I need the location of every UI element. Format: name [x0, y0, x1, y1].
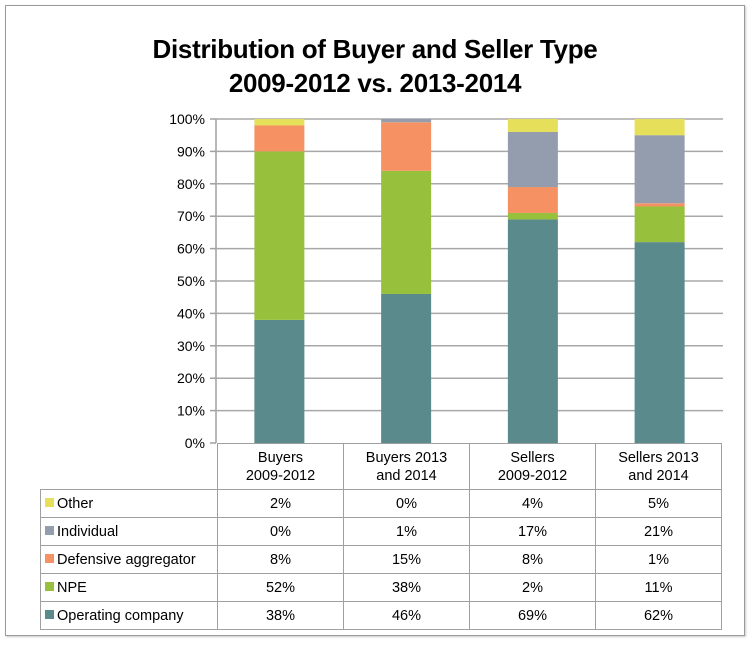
category-label-line2: and 2014: [628, 467, 689, 484]
legend-swatch-icon: [45, 525, 54, 535]
category-label-line1: Buyers: [257, 449, 304, 466]
data-table: Buyers 2009-2012 Buyers 2013 and 2014 Sell…: [40, 443, 722, 630]
category-label-line1: Sellers: [510, 449, 555, 466]
data-label: 5%: [595, 489, 722, 518]
legend-entry: Operating company: [40, 601, 218, 630]
y-tick-label: 20%: [177, 370, 205, 386]
bar-segment-npe: [254, 151, 305, 320]
legend-label: Operating company: [57, 607, 184, 624]
data-label: 15%: [343, 545, 470, 574]
data-label: 38%: [217, 601, 344, 630]
table-corner: [40, 443, 218, 490]
table-row: Other 2% 0% 4% 5%: [40, 489, 722, 518]
y-tick-label: 100%: [169, 111, 205, 127]
legend-label: Defensive aggregator: [57, 551, 196, 568]
bar-segment-operating-company: [254, 319, 305, 443]
y-tick-label: 70%: [177, 208, 205, 224]
category-label-line1: Buyers 2013: [365, 449, 448, 466]
chart-subtitle: 2009-2012 vs. 2013-2014: [228, 68, 522, 98]
data-label: 0%: [343, 489, 470, 518]
data-label: 1%: [343, 517, 470, 546]
data-label: 8%: [469, 545, 596, 574]
table-header-row: Buyers 2009-2012 Buyers 2013 and 2014 Sell…: [40, 443, 722, 490]
data-label: 17%: [469, 517, 596, 546]
category-header: Sellers 2009-2012: [469, 443, 596, 490]
bar-segment-npe: [381, 170, 432, 294]
legend-swatch-icon: [45, 553, 54, 563]
y-tick-label: 90%: [177, 143, 205, 159]
bar-segment-other: [634, 119, 685, 136]
y-tick-label: 50%: [177, 273, 205, 289]
bar-segment-npe: [634, 206, 685, 243]
y-tick-label: 60%: [177, 241, 205, 257]
category-label-line2: 2009-2012: [497, 467, 568, 484]
data-label: 69%: [469, 601, 596, 630]
chart-title: Distribution of Buyer and Seller Type: [152, 34, 598, 64]
table-row: Defensive aggregator 8% 15% 8% 1%: [40, 545, 722, 574]
bar-segment-operating-company: [507, 219, 558, 443]
category-label-line2: 2009-2012: [245, 467, 316, 484]
y-tick-label: 10%: [177, 403, 205, 419]
legend-swatch-icon: [45, 581, 54, 591]
bar-segment-operating-company: [381, 293, 432, 443]
data-label: 11%: [595, 573, 722, 602]
legend-entry: NPE: [40, 573, 218, 602]
category-header: Buyers 2013 and 2014: [343, 443, 470, 490]
data-label: 21%: [595, 517, 722, 546]
bar-segment-individual: [634, 135, 685, 204]
bar-segment-other: [507, 119, 558, 132]
bar-segment-individual: [381, 119, 432, 123]
legend-entry: Defensive aggregator: [40, 545, 218, 574]
data-label: 8%: [217, 545, 344, 574]
table-row: Operating company 38% 46% 69% 62%: [40, 601, 722, 630]
y-tick-label: 80%: [177, 176, 205, 192]
bar-segment-other: [254, 119, 305, 126]
category-header: Sellers 2013 and 2014: [595, 443, 722, 490]
legend-label: Individual: [57, 523, 119, 540]
category-label-line2: and 2014: [376, 467, 437, 484]
data-label: 52%: [217, 573, 344, 602]
legend-entry: Individual: [40, 517, 218, 546]
data-label: 38%: [343, 573, 470, 602]
table-row: Individual 0% 1% 17% 21%: [40, 517, 722, 546]
legend-label: Other: [57, 495, 94, 512]
data-label: 46%: [343, 601, 470, 630]
bar-segment-individual: [507, 131, 558, 188]
category-header: Buyers 2009-2012: [217, 443, 344, 490]
category-label-line1: Sellers 2013: [618, 449, 699, 466]
legend-swatch-icon: [45, 497, 54, 507]
y-tick-label: 40%: [177, 305, 205, 321]
bar-segment-npe: [507, 212, 558, 220]
bar-segment-operating-company: [634, 242, 685, 443]
table-row: NPE 52% 38% 2% 11%: [40, 573, 722, 602]
data-label: 0%: [217, 517, 344, 546]
bar-segment-defensive-aggregator: [381, 122, 432, 171]
data-label: 1%: [595, 545, 722, 574]
legend-swatch-icon: [45, 609, 54, 619]
y-tick-label: 30%: [177, 338, 205, 354]
bar-segment-defensive-aggregator: [634, 203, 685, 207]
bar-segment-defensive-aggregator: [254, 125, 305, 152]
data-label: 62%: [595, 601, 722, 630]
legend-entry: Other: [40, 489, 218, 518]
data-label: 4%: [469, 489, 596, 518]
bar-segment-defensive-aggregator: [507, 187, 558, 213]
data-label: 2%: [217, 489, 344, 518]
data-label: 2%: [469, 573, 596, 602]
legend-label: NPE: [57, 579, 87, 596]
